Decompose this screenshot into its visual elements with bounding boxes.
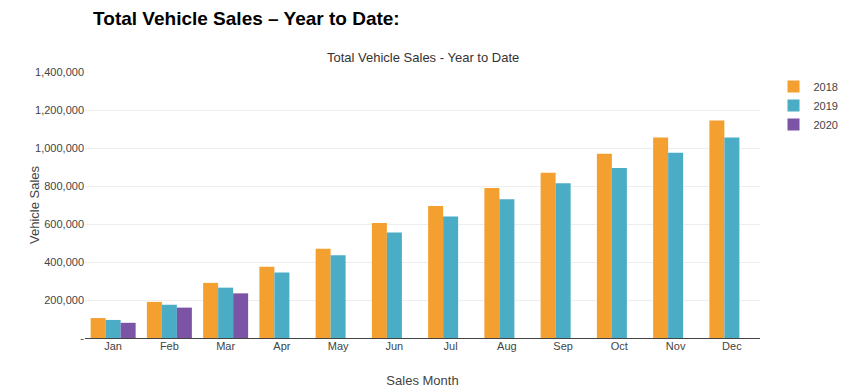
svg-text:Mar: Mar (216, 340, 235, 352)
svg-text:Nov: Nov (666, 340, 686, 352)
svg-text:Jan: Jan (104, 340, 122, 352)
svg-text:Jun: Jun (386, 340, 404, 352)
svg-text:Apr: Apr (273, 340, 290, 352)
svg-text:200,000: 200,000 (44, 294, 84, 306)
svg-text:Sep: Sep (553, 340, 573, 352)
svg-text:Jul: Jul (444, 340, 458, 352)
svg-text:Oct: Oct (611, 340, 628, 352)
svg-text:Total Vehicle Sales – Year to: Total Vehicle Sales – Year to Date: (93, 8, 400, 29)
svg-text:Aug: Aug (497, 340, 517, 352)
svg-text:May: May (328, 340, 349, 352)
svg-text:600,000: 600,000 (44, 218, 84, 230)
svg-text:-: - (80, 332, 84, 344)
svg-text:1,000,000: 1,000,000 (35, 142, 84, 154)
svg-text:Sales Month: Sales Month (386, 373, 458, 388)
svg-text:Feb: Feb (160, 340, 179, 352)
svg-text:Dec: Dec (722, 340, 742, 352)
svg-text:2018: 2018 (814, 81, 838, 93)
svg-text:1,200,000: 1,200,000 (35, 104, 84, 116)
svg-text:800,000: 800,000 (44, 180, 84, 192)
svg-text:Total Vehicle Sales - Year to: Total Vehicle Sales - Year to Date (327, 50, 519, 65)
svg-text:Vehicle Sales: Vehicle Sales (27, 165, 42, 244)
svg-text:2019: 2019 (814, 100, 838, 112)
svg-text:2020: 2020 (814, 119, 838, 131)
svg-text:400,000: 400,000 (44, 256, 84, 268)
svg-text:1,400,000: 1,400,000 (35, 66, 84, 78)
